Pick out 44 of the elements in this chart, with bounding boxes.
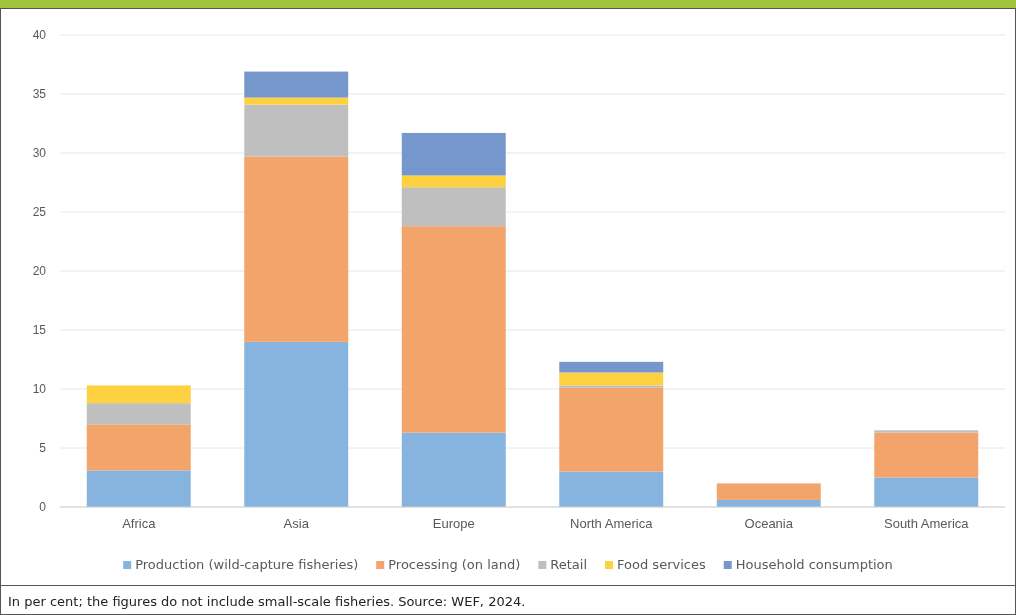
bar [874,430,979,433]
x-tick-label: Europe [432,516,475,532]
legend-label: Retail [550,557,588,572]
y-tick-label: 10 [32,382,47,397]
text: In per cent; the figures do not include small-scale fisheries. Source: WEF, 2024. [8,594,526,609]
y-tick-label: 30 [32,146,47,161]
bar [559,387,664,472]
y-tick-label: 25 [32,205,47,220]
bar [244,71,349,98]
bar [716,483,821,500]
legend-label: Production (wild-capture fisheries) [135,557,359,572]
bar [244,156,349,342]
x-tick-label: Africa [122,516,157,532]
x-tick-label: Asia [283,516,310,532]
x-tick-label: North America [570,516,654,532]
bar [244,97,349,105]
y-tick-label: 35 [32,87,47,102]
bar [874,432,979,478]
bar [401,226,506,433]
bar [559,361,664,373]
y-tick-label: 20 [32,264,47,279]
bar [86,470,191,507]
legend-label: Processing (on land) [388,557,521,572]
x-tick-label: South America [883,516,970,532]
bar [559,372,664,386]
y-tick-label: 40 [32,28,47,43]
bar [559,385,664,388]
y-tick-label: 0 [39,500,47,515]
y-tick-label: 15 [32,323,47,338]
bar [401,175,506,188]
bar [86,385,191,404]
y-tick-label: 5 [39,441,47,456]
bar [86,424,191,471]
x-tick-label: Oceania [744,516,794,532]
legend-label: Food services [617,557,706,572]
bar [244,341,349,507]
bar [244,104,349,157]
bar [874,477,979,507]
bar [86,403,191,425]
bar [401,187,506,227]
bar [401,432,506,507]
bar [559,471,664,507]
legend-label: Household consumption [735,557,893,572]
bar [401,132,506,176]
